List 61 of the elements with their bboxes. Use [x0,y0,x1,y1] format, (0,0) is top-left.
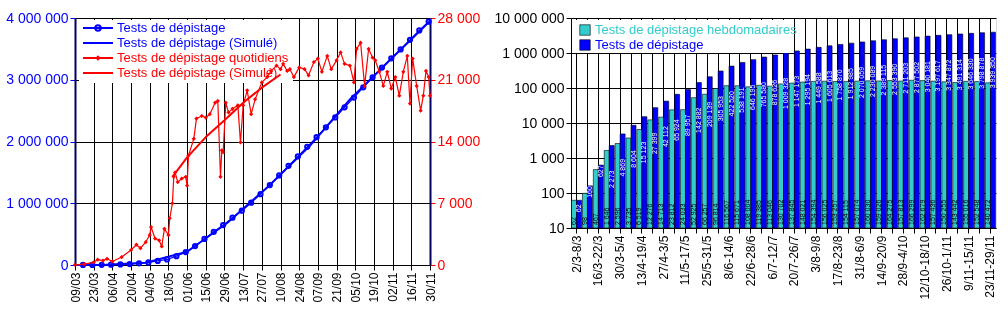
x-tick-label: 8/6-14/6 [722,235,737,280]
x-tick-label: 23/11-29/11 [983,235,998,298]
x-tick-label: 2/3-8/3 [569,235,584,273]
x-tick-label: 04/05 [143,272,158,303]
x-tick-label: 15/06 [199,272,214,303]
x-tick-label: 28/9-4/10 [896,235,911,287]
x-tick-label: 27/07 [255,272,270,303]
x-tick-label: 17/8-23/8 [830,235,845,287]
x-tick-label: 10/08 [274,272,289,303]
y-tick-label: 0 [60,256,69,273]
x-tick-label: 3/8-9/8 [809,235,824,273]
x-tick-label: 30/3-5/4 [613,235,628,280]
x-tick-label: 13/4-19/4 [634,235,649,287]
x-tick-label: 21/09 [330,272,345,303]
y-tick-label: 1 000 000 [502,44,565,61]
y2-tick-label: 7 000 [437,194,473,211]
y-tick-label: 10 [548,219,565,236]
x-tick-label: 30/11 [423,272,438,302]
x-tick-label: 9/11-15/11 [961,235,976,292]
x-tick-label: 19/10 [367,272,382,303]
y2-tick-label: 21 000 [437,71,481,88]
x-tick-label: 27/4-3/5 [656,235,671,280]
y-tick-label: 10 000 000 [494,9,565,26]
x-tick-label: 24/08 [292,272,307,303]
x-tick-label: 14/9-20/9 [874,235,889,287]
x-tick-label: 02/11 [386,272,401,302]
legend-label: Tests de dépistage [595,37,704,52]
x-tick-label: 23/03 [87,272,102,303]
y-tick-label: 2 000 000 [6,133,69,149]
x-tick-label: 26/10-1/11 [939,235,954,292]
y-tick-label: 3 000 000 [6,71,69,88]
x-tick-label: 06/04 [105,272,120,303]
x-tick-label: 18/05 [161,272,176,303]
x-tick-label: 25/5-31/5 [700,235,715,287]
y-tick-label: 4 000 000 [6,9,69,26]
legend-label: Tests de dépistage [117,20,226,35]
x-tick-label: 07/09 [311,272,326,303]
y-tick-label: 1 000 000 [6,194,69,211]
x-tick-label: 01/06 [180,272,195,303]
y-tick-label: 1 000 [529,149,565,166]
x-tick-label: 29/06 [217,272,232,303]
x-tick-label: 12/10-18/10 [918,235,933,300]
legend-label: Tests de dépistage quotidiens [117,50,289,65]
legend-label: Tests de dépistage (Simulé) [117,35,278,50]
y-tick-label: 100 [541,184,565,201]
x-tick-label: 20/7-26/7 [787,235,802,287]
x-tick-label: 05/10 [348,272,363,303]
y-tick-label: 10 000 [521,114,565,131]
y-tick-label: 100 000 [513,79,565,96]
y2-tick-label: 0 [437,256,446,273]
x-tick-label: 11/5-17/5 [678,235,693,286]
x-tick-label: 16/11 [404,272,419,302]
x-tick-label: 20/04 [124,272,139,303]
x-tick-label: 16/3-22/3 [591,235,606,287]
x-tick-label: 31/8-6/9 [852,235,867,280]
y2-tick-label: 28 000 [437,9,481,26]
x-tick-label: 6/7-12/7 [765,235,780,280]
x-tick-label: 22/6-28/6 [743,235,758,287]
y2-tick-label: 14 000 [437,133,481,149]
x-tick-label: 13/07 [236,272,251,303]
x-tick-label: 09/03 [68,272,83,303]
